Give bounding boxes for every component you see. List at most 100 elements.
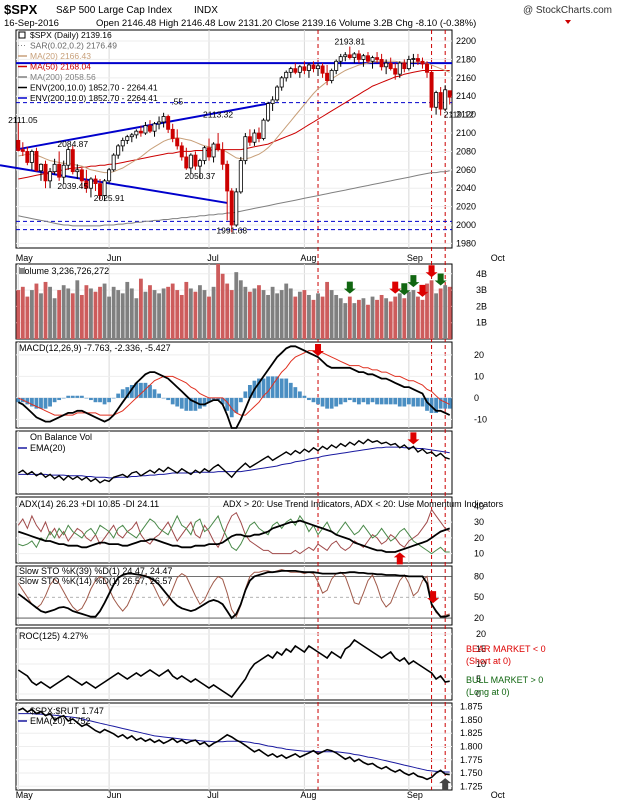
macd-histogram-bar [370,397,375,403]
chart-layer: May May Jun Jun Jul Jul Aug Aug Sep Sep Oct Oct 1980… [0,29,546,800]
candle-body [429,71,434,108]
candle-body [166,116,171,130]
macd-histogram-bar [438,397,443,409]
macd-histogram-bar [361,397,366,403]
macd-histogram-bar [425,397,429,411]
trend-line-up [15,102,269,151]
macd-histogram-bar [406,397,411,405]
candle-body [365,55,370,62]
volume-bar [338,298,343,339]
ratio-ema-legend: EMA(20) 1.752 [30,716,91,726]
price-tick-label: 2200 [456,36,476,46]
volume-bar [320,296,325,339]
obv-ema-line [18,446,450,479]
volume-bar [284,283,289,339]
candle-body [297,66,302,73]
watermark: @ StockCharts.com [523,5,612,16]
roc-tick-label: 20 [476,629,486,639]
volume-bar [75,280,80,339]
candle-body [393,68,398,75]
macd-histogram-bar [52,397,57,403]
roc-line [17,638,450,699]
candle-body [57,163,62,178]
macd-histogram-bar [284,378,289,398]
ratio-title: $SPX:$RUT 1.747 [30,706,104,716]
macd-tick-label: 10 [474,371,484,381]
macd-histogram-bar [84,397,89,399]
trend-line-down [0,164,228,204]
price-tick-label: 2140 [456,91,476,101]
macd-histogram-bar [161,397,166,399]
candle-body [120,139,125,147]
volume-bar [93,291,98,339]
price-annotation: 2084.87 [57,139,88,149]
volume-bar [20,286,25,339]
macd-histogram-bar [279,378,284,398]
volume-bar [247,291,252,339]
volume-green-arrow [407,275,420,288]
volume-bar [316,293,320,339]
macd-histogram-bar [325,397,330,409]
exchange-name: INDX [194,5,218,16]
volume-bar [257,285,261,339]
macd-histogram-bar [393,397,398,405]
macd-tick-label: -10 [474,414,487,424]
volume-bar [379,294,384,339]
candle-body [93,178,98,185]
macd-tick-label: 0 [474,393,479,403]
volume-tick-label: 3B [476,285,487,295]
macd-histogram-bar [48,397,52,407]
ma200-line [18,170,450,227]
month-label: Oct [491,253,506,263]
macd-histogram-bar [129,385,134,398]
volume-bar [152,290,157,339]
roc-tick-label: 15 [476,644,486,654]
volume-bar [107,296,112,339]
ratio-tick-label: 1.875 [460,702,483,712]
candle-body [134,130,139,136]
sto-tick-label: 80 [474,571,484,581]
macd-histogram-bar [343,397,348,403]
adx-tick-label: 20 [474,533,484,543]
price-legend-entry: ENV(200,10.0) 1852.70 - 2264.41 [30,83,158,93]
candle-body [43,163,48,182]
volume-bar [343,303,348,339]
price-annotation: .55 [171,97,183,107]
adx-title: ADX(14) 26.23 +DI 10.85 -DI 24.11 [19,499,159,509]
volume-bar [334,294,339,339]
candle-body [438,92,443,110]
candle-body [20,149,25,152]
macd-histogram-bar [288,382,293,398]
volume-bar [70,293,75,339]
candle-body [147,125,152,132]
candle-body [306,64,311,71]
candle-body [434,92,439,108]
volume-bar [261,290,266,339]
price-annotation: 2193.81 [334,37,365,47]
down-triangle-icon [565,20,571,24]
price-tick-label: 2180 [456,54,476,64]
candle-body [193,154,198,167]
macd-histogram-bar [329,397,334,409]
volume-red-arrow [389,281,402,294]
macd-histogram-bar [152,389,157,398]
volume-bar [16,290,21,339]
ratio-line [17,707,450,781]
ratio-tick-label: 1.825 [460,728,483,738]
volume-bar [384,298,389,339]
volume-bar [143,291,148,339]
macd-histogram-bar [211,397,216,401]
candle-body [338,56,343,62]
macd-histogram-bar [243,391,248,398]
candle-body [293,68,298,73]
macd-histogram-bar [134,382,139,398]
volume-bar [411,290,416,339]
adx-tick-label: 40 [474,501,484,511]
price-tick-label: 2020 [456,202,476,212]
candle-body [175,138,180,147]
volume-bar [43,281,48,339]
price-legend-entry: ENV(200,10.0) 1852.70 - 2264.41 [30,93,158,103]
volume-bar [220,273,225,339]
volume-bar [166,286,171,339]
macd-histogram-bar [388,397,393,405]
